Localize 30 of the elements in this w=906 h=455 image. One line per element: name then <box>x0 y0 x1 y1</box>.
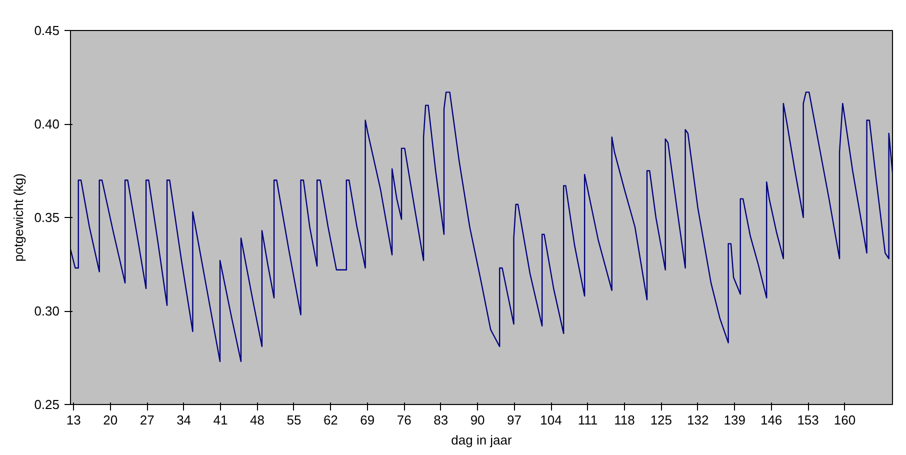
x-tick-label: 69 <box>360 412 375 428</box>
x-tick-label: 90 <box>470 412 485 428</box>
x-tick-label: 118 <box>614 412 635 428</box>
x-tick-label: 139 <box>724 412 746 428</box>
x-tick-label: 146 <box>760 412 782 428</box>
y-tick-label: 0.30 <box>34 304 60 318</box>
x-tick-label: 27 <box>140 412 154 428</box>
x-tick-label: 97 <box>507 412 522 428</box>
x-tick-label: 83 <box>434 412 448 428</box>
x-axis-title: dag in jaar <box>451 432 513 448</box>
x-tick-label: 76 <box>396 412 412 428</box>
y-tick-label: 0.45 <box>34 23 60 38</box>
x-tick-label: 13 <box>66 412 81 428</box>
y-tick-label: 0.35 <box>34 210 60 225</box>
x-tick-label: 41 <box>213 412 228 428</box>
x-tick-label: 153 <box>797 412 819 428</box>
x-tick-label: 132 <box>687 412 709 428</box>
x-tick-label: 111 <box>578 412 598 428</box>
y-axis-title: potgewicht (kg) <box>11 173 26 262</box>
x-tick-label: 104 <box>540 412 562 428</box>
x-tick-label: 125 <box>650 412 672 428</box>
x-tick-label: 34 <box>176 412 192 428</box>
line-series <box>70 92 892 362</box>
x-tick-label: 20 <box>103 412 118 428</box>
x-tick-label: 55 <box>286 412 302 428</box>
x-tick-label: 48 <box>250 412 264 428</box>
x-tick-label: 160 <box>834 412 856 428</box>
y-tick-label: 0.25 <box>34 397 60 412</box>
y-tick-label: 0.40 <box>34 116 60 132</box>
x-tick-label: 62 <box>323 412 338 428</box>
